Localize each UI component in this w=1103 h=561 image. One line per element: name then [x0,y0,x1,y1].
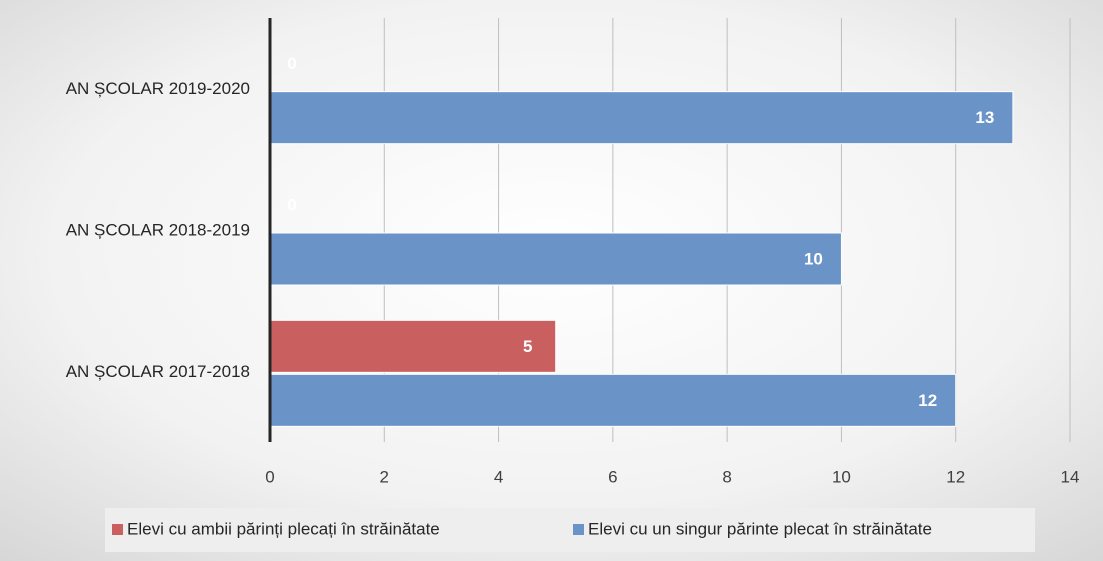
data-label: 13 [975,108,994,127]
x-tick-label: 6 [608,467,617,486]
data-label: 5 [523,337,532,356]
x-tick-label: 14 [1061,467,1080,486]
legend-label: Elevi cu ambii părinți plecați în străin… [127,519,440,538]
x-tick-label: 2 [380,467,389,486]
legend-swatch [573,524,584,535]
data-label: 10 [804,249,823,268]
x-tick-label: 8 [722,467,731,486]
y-tick-label: AN ȘCOLAR 2018-2019 [66,220,250,239]
x-tick-label: 10 [832,467,851,486]
bar [269,319,557,373]
bar [269,373,957,427]
x-tick-label: 4 [494,467,503,486]
x-tick-label: 12 [946,467,965,486]
bar [269,91,1014,145]
legend-swatch [112,524,123,535]
y-tick-label: AN ȘCOLAR 2019-2020 [66,79,250,98]
data-label: 0 [287,54,296,73]
bar [269,232,842,286]
data-label: 12 [918,391,937,410]
legend-label: Elevi cu un singur părinte plecat în str… [588,519,932,538]
data-label: 0 [287,195,296,214]
legend-box [105,508,1035,552]
x-tick-label: 0 [265,467,274,486]
y-tick-label: AN ȘCOLAR 2017-2018 [66,362,250,381]
